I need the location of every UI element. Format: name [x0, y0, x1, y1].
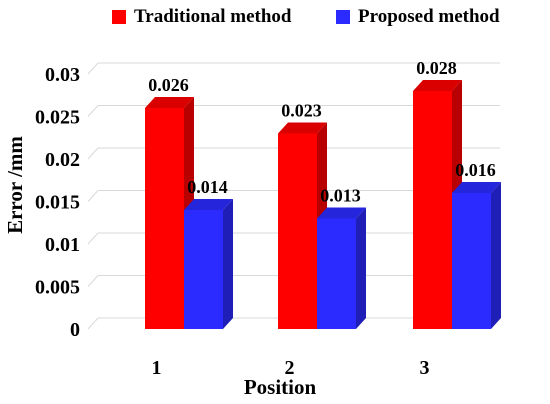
- bar: [184, 199, 233, 329]
- bar: [317, 207, 366, 329]
- labels: 0 0.005 0.01 0.015 0.02 0.025 0.03 0.026 0.014 1 0…: [35, 58, 496, 379]
- bar-top: [278, 122, 327, 134]
- data-label: 0.026: [148, 75, 189, 95]
- y-tick-label: 0.01: [45, 234, 80, 256]
- y-axis-label: Error /mm: [3, 136, 27, 234]
- bar-front: [317, 218, 356, 329]
- y-tick-label: 0.015: [35, 192, 80, 214]
- gridline-depth: [87, 190, 99, 202]
- bar-front: [413, 91, 452, 329]
- legend-swatch-proposed: [336, 10, 350, 24]
- bars: [145, 80, 501, 329]
- legend-label-proposed: Proposed method: [358, 6, 500, 27]
- bar-front: [184, 210, 223, 329]
- gridline-depth: [87, 275, 99, 287]
- y-tick-label: 0.005: [35, 277, 80, 299]
- x-tick-label: 3: [420, 357, 430, 379]
- legend-item-proposed: Proposed method: [336, 6, 500, 28]
- x-axis-label: Position: [244, 375, 317, 399]
- data-label: 0.023: [281, 101, 322, 121]
- bar: [452, 182, 501, 329]
- bar-top: [452, 182, 501, 193]
- bar-front: [145, 108, 184, 329]
- bar-front: [452, 193, 491, 329]
- bar-top: [184, 199, 233, 210]
- data-label: 0.016: [455, 160, 496, 180]
- legend-swatch-traditional: [112, 10, 126, 24]
- gridline-depth: [87, 105, 99, 117]
- data-label: 0.028: [416, 58, 457, 78]
- gridline-depth: [87, 147, 99, 160]
- bar-side: [491, 182, 501, 329]
- gridline-depth: [87, 232, 99, 245]
- legend-label-traditional: Traditional method: [134, 6, 292, 27]
- y-tick-label: 0.025: [35, 107, 80, 129]
- data-label: 0.014: [187, 177, 228, 197]
- bar-side: [223, 199, 233, 329]
- x-tick-label: 1: [152, 357, 162, 379]
- bar-side: [356, 207, 366, 329]
- bar-front: [278, 133, 317, 329]
- data-label: 0.013: [320, 186, 361, 206]
- legend: Traditional method Proposed method: [0, 6, 550, 32]
- bar-top: [413, 80, 462, 91]
- x-tick-label: 2: [285, 357, 295, 379]
- bar-top: [317, 207, 366, 219]
- y-tick-label: 0.02: [45, 149, 80, 171]
- bar-top: [145, 97, 194, 108]
- legend-item-traditional: Traditional method: [112, 6, 291, 28]
- gridline-depth: [87, 62, 99, 75]
- y-tick-label: 0: [70, 319, 80, 341]
- y-tick-label: 0.03: [45, 64, 80, 86]
- gridline-depth: [87, 317, 99, 330]
